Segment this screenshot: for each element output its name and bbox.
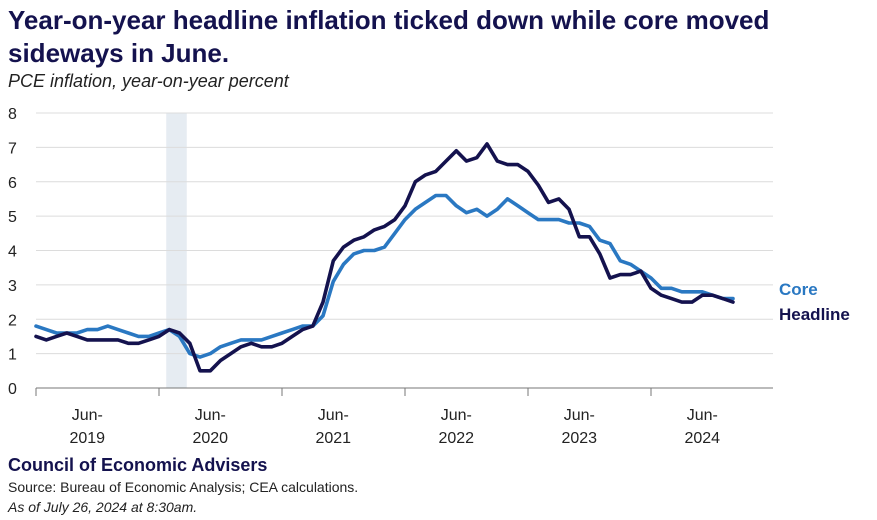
y-tick-label: 3 bbox=[8, 278, 17, 295]
y-tick-label: 0 bbox=[8, 381, 17, 398]
y-tick-label: 4 bbox=[8, 244, 17, 261]
x-tick-label-year: 2020 bbox=[192, 430, 228, 447]
x-tick-label-month: Jun- bbox=[687, 407, 718, 424]
x-tick-label-month: Jun- bbox=[195, 407, 226, 424]
x-tick-label-year: 2021 bbox=[315, 430, 351, 447]
series-label-core: Core bbox=[779, 280, 818, 299]
footer-source: Source: Bureau of Economic Analysis; CEA… bbox=[8, 479, 359, 495]
series-line-core bbox=[34, 193, 735, 359]
y-tick-label: 6 bbox=[8, 175, 17, 192]
y-tick-label: 7 bbox=[8, 140, 17, 157]
x-tick-label-year: 2024 bbox=[684, 430, 720, 447]
series-label-headline: Headline bbox=[779, 305, 850, 324]
x-tick-label-month: Jun- bbox=[72, 407, 103, 424]
y-tick-label: 1 bbox=[8, 347, 17, 364]
x-tick-label-month: Jun- bbox=[318, 407, 349, 424]
x-tick-label-month: Jun- bbox=[564, 407, 595, 424]
footer-as-of: As of July 26, 2024 at 8:30am. bbox=[8, 499, 198, 515]
y-tick-label: 5 bbox=[8, 209, 17, 226]
chart-subtitle: PCE inflation, year-on-year percent bbox=[8, 71, 289, 91]
inflation-line-chart: 0 1 2 3 4 5 6 7 8 Jun- 2019 Jun- 2020 Jun- 2021 Jun- 202… bbox=[8, 106, 850, 447]
x-tick-label-year: 2022 bbox=[438, 430, 474, 447]
x-tick-label-year: 2023 bbox=[561, 430, 597, 447]
series-line-headline bbox=[34, 142, 735, 373]
x-tick-label-year: 2019 bbox=[69, 430, 105, 447]
footer-organization: Council of Economic Advisers bbox=[8, 455, 268, 475]
x-tick-label-month: Jun- bbox=[441, 407, 472, 424]
chart-title: Year-on-year headline inflation ticked d… bbox=[8, 5, 770, 68]
y-tick-label: 8 bbox=[8, 106, 17, 123]
y-tick-label: 2 bbox=[8, 312, 17, 329]
